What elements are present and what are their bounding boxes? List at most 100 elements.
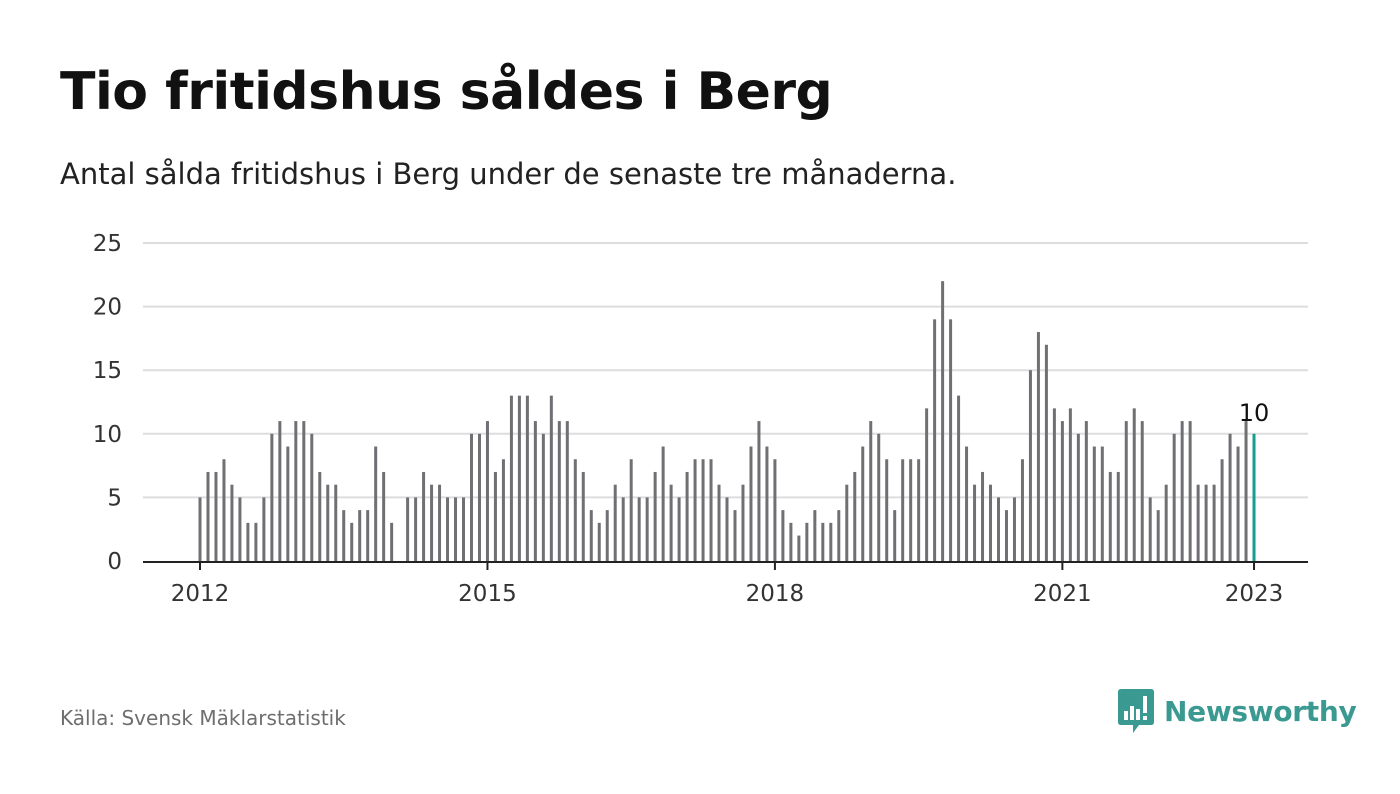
bar bbox=[1156, 510, 1160, 561]
bar bbox=[1004, 510, 1008, 561]
bar bbox=[861, 446, 865, 561]
bar bbox=[262, 497, 266, 561]
bar bbox=[318, 471, 322, 561]
bar bbox=[1172, 433, 1176, 561]
bar bbox=[1140, 421, 1144, 561]
bar bbox=[517, 395, 521, 561]
bar bbox=[1124, 421, 1128, 561]
bar-chart-speech-bubble-icon bbox=[1118, 689, 1154, 733]
bar bbox=[997, 497, 1000, 561]
bar bbox=[382, 471, 386, 561]
bar bbox=[1244, 421, 1248, 561]
bar bbox=[1212, 484, 1216, 561]
bar bbox=[438, 484, 442, 561]
bar bbox=[214, 471, 218, 561]
bar bbox=[717, 484, 721, 561]
bar bbox=[597, 522, 601, 561]
bar bbox=[326, 484, 330, 561]
bar bbox=[925, 408, 929, 561]
bar bbox=[406, 497, 410, 561]
bar bbox=[422, 471, 426, 561]
bar bbox=[869, 421, 873, 561]
bar bbox=[613, 484, 617, 561]
bar bbox=[605, 510, 609, 561]
bar bbox=[1036, 332, 1040, 561]
bar bbox=[885, 459, 889, 561]
bar bbox=[1204, 484, 1208, 561]
bar bbox=[1220, 459, 1224, 561]
bar bbox=[230, 484, 234, 561]
bar bbox=[1108, 471, 1112, 561]
bar bbox=[1132, 408, 1136, 561]
bar bbox=[957, 395, 961, 561]
bar bbox=[669, 484, 673, 561]
bar bbox=[965, 446, 969, 561]
bar bbox=[254, 522, 258, 561]
bar bbox=[733, 510, 737, 561]
bar bbox=[1148, 497, 1152, 561]
bar bbox=[1236, 446, 1240, 561]
bar bbox=[246, 522, 250, 561]
bar bbox=[198, 497, 202, 561]
bar bbox=[853, 471, 857, 561]
bar bbox=[477, 433, 481, 561]
bar bbox=[310, 433, 314, 561]
y-tick-label: 20 bbox=[93, 295, 122, 321]
y-tick-label: 0 bbox=[107, 549, 122, 575]
bar bbox=[462, 497, 465, 561]
bar bbox=[981, 471, 985, 561]
bar bbox=[238, 497, 242, 561]
bar bbox=[270, 433, 274, 561]
y-tick-label: 25 bbox=[93, 231, 122, 257]
bar bbox=[685, 471, 689, 561]
bar bbox=[933, 319, 937, 561]
bar bbox=[469, 433, 473, 561]
bar bbox=[366, 510, 370, 561]
bar bbox=[845, 484, 849, 561]
bar bbox=[1076, 433, 1080, 561]
bar bbox=[949, 319, 953, 561]
bar bbox=[789, 522, 793, 561]
bar bbox=[765, 446, 769, 561]
bar bbox=[501, 459, 505, 561]
bar bbox=[414, 497, 418, 561]
chart-title: Tio fritidshus såldes i Berg bbox=[60, 62, 833, 122]
bar bbox=[645, 497, 649, 561]
bar bbox=[709, 459, 713, 561]
bar bbox=[446, 497, 450, 561]
bar bbox=[629, 459, 633, 561]
tick-labels: 0 5 10 15 20 25 10 2012 2015 2018 2021 2023 bbox=[93, 231, 1284, 607]
bar bbox=[206, 471, 210, 561]
bar bbox=[989, 484, 993, 561]
bar bbox=[390, 522, 394, 561]
highlight-value-label: 10 bbox=[1239, 399, 1270, 427]
bar bbox=[1180, 421, 1184, 561]
bar bbox=[677, 497, 681, 561]
bar bbox=[294, 421, 298, 561]
bar bbox=[533, 421, 537, 561]
bar bbox=[1228, 433, 1232, 561]
x-tick-label: 2023 bbox=[1225, 581, 1284, 607]
bar bbox=[621, 497, 625, 561]
bar bbox=[829, 522, 833, 561]
bar bbox=[485, 421, 489, 561]
bar bbox=[541, 433, 545, 561]
bar bbox=[893, 510, 897, 561]
bar bbox=[693, 459, 697, 561]
y-tick-label: 15 bbox=[93, 358, 122, 384]
bar bbox=[565, 421, 569, 561]
newsworthy-logo[interactable]: Newsworthy bbox=[1118, 689, 1357, 733]
bar bbox=[342, 510, 346, 561]
bar bbox=[917, 459, 921, 561]
bar bbox=[430, 484, 434, 561]
bar-chart: 0 5 10 15 20 25 10 2012 2015 2018 2021 2023 bbox=[93, 231, 1308, 607]
bar bbox=[1100, 446, 1104, 561]
bar bbox=[973, 484, 977, 561]
bars bbox=[198, 281, 1256, 561]
bar bbox=[358, 510, 362, 561]
bar bbox=[493, 471, 497, 561]
bar bbox=[1116, 471, 1120, 561]
bar bbox=[773, 459, 777, 561]
chart-subtitle: Antal sålda fritidshus i Berg under de s… bbox=[60, 157, 957, 191]
bar bbox=[757, 421, 761, 561]
